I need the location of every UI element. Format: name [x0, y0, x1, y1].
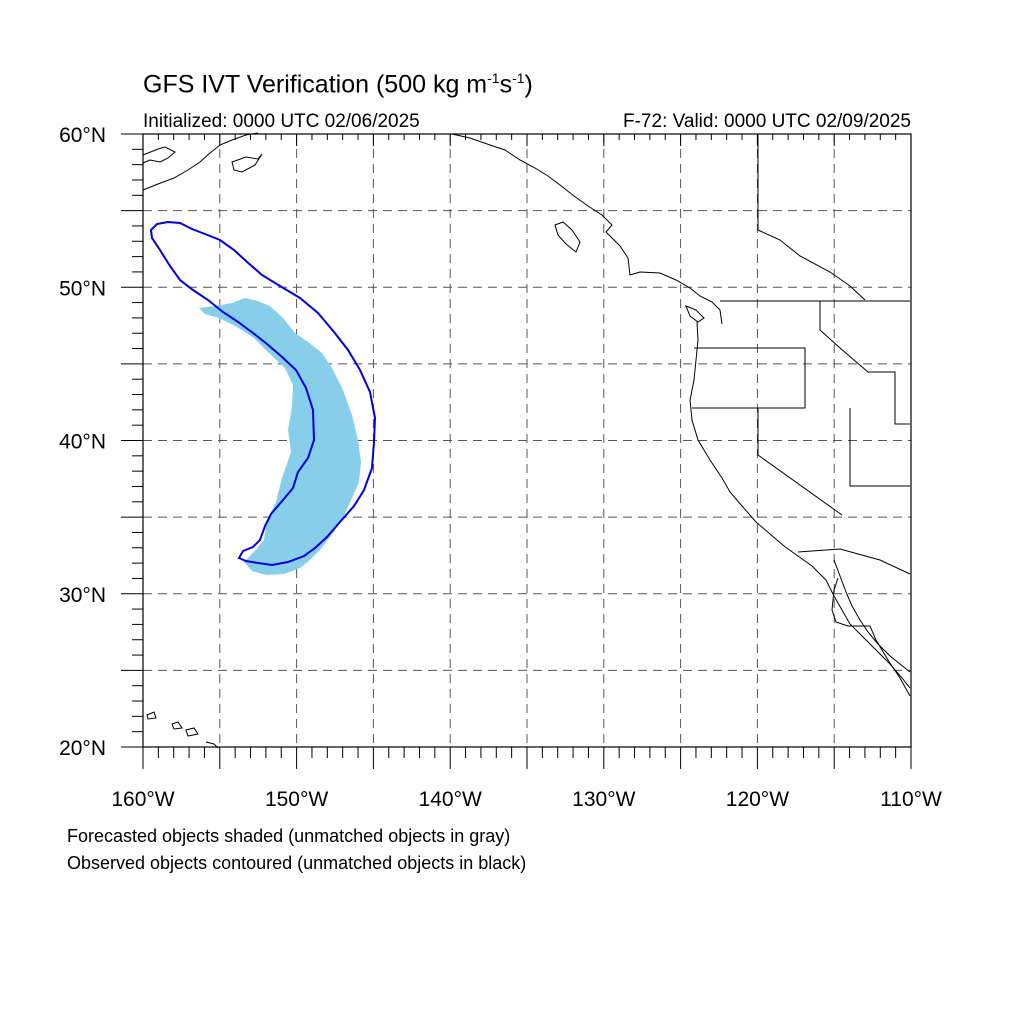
lon-tick-label: 160°W — [111, 788, 174, 811]
lat-tick-label: 50°N — [59, 277, 106, 300]
legend-forecast-note: Forecasted objects shaded (unmatched obj… — [67, 826, 511, 846]
coastline-islands-bc — [554, 221, 705, 323]
coastline-baja — [831, 559, 911, 697]
axis-ticks — [121, 133, 912, 769]
coastline-bc — [451, 133, 723, 325]
lat-tick-label: 30°N — [59, 584, 106, 607]
lon-tick-label: 130°W — [572, 788, 635, 811]
coastline-alaska — [142, 132, 259, 191]
boundary-states — [692, 134, 911, 575]
lon-tick-label: 150°W — [265, 788, 328, 811]
lon-tick-label: 110°W — [880, 788, 942, 811]
lat-tick-label: 60°N — [59, 124, 106, 147]
coastline-hawaii — [146, 711, 219, 749]
coastline-alaska-islands — [231, 153, 263, 173]
forecast-object — [199, 298, 361, 575]
chart-title: GFS IVT Verification (500 kg m-1s-1) — [143, 70, 533, 99]
grid-lines — [143, 134, 911, 747]
lat-tick-label: 40°N — [59, 431, 106, 454]
lon-tick-label: 140°W — [419, 788, 482, 811]
legend-observed-note: Observed objects contoured (unmatched ob… — [67, 853, 527, 873]
valid-label: F-72: Valid: 0000 UTC 02/09/2025 — [623, 111, 911, 132]
coastline-us-west — [689, 321, 911, 689]
initialized-label: Initialized: 0000 UTC 02/06/2025 — [143, 111, 420, 132]
coastlines — [142, 132, 911, 749]
lon-tick-label: 120°W — [726, 788, 789, 811]
lat-tick-label: 20°N — [59, 737, 106, 760]
observed-object-contour — [149, 220, 377, 567]
